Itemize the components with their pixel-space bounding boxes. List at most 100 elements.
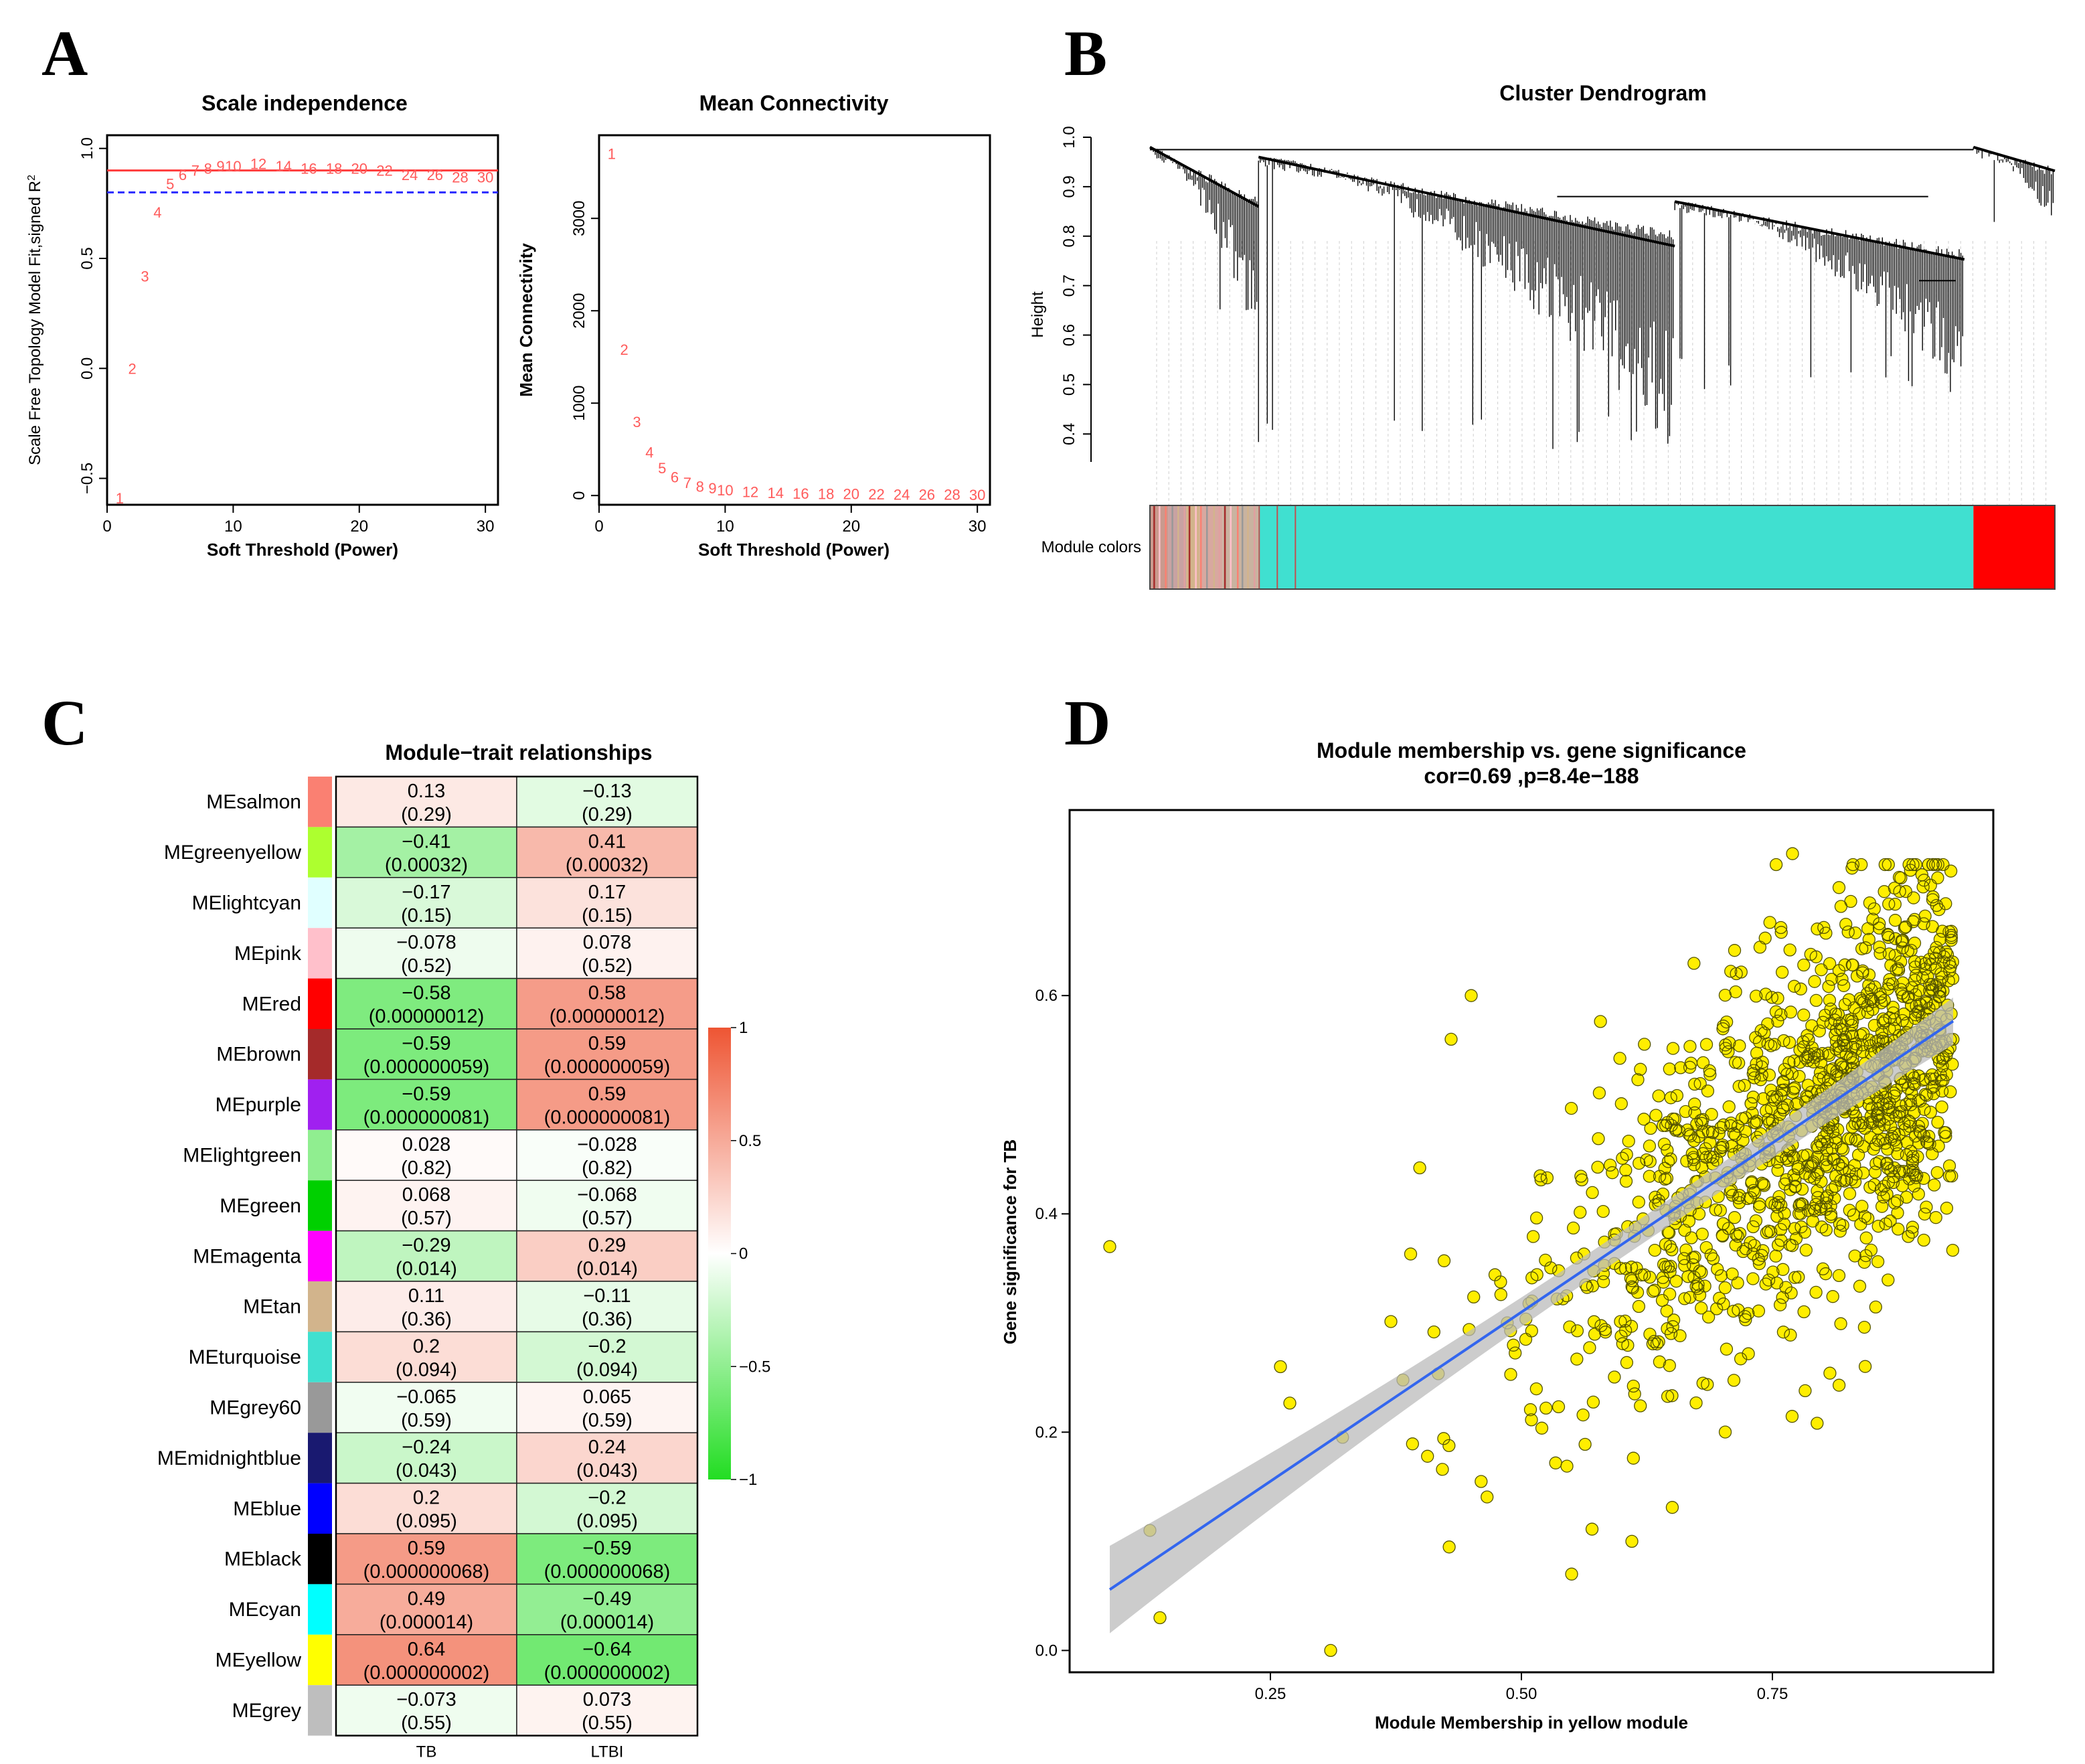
- ltbi-pvalue: (0.095): [576, 1511, 638, 1532]
- module-color-segment-2: [1186, 505, 1200, 589]
- heatmap-cell-ltbi: [516, 977, 698, 1030]
- y-tick-label: 0.5: [1060, 374, 1078, 396]
- dendrogram-leaves: [1151, 147, 1258, 311]
- ltbi-pvalue: (0.36): [582, 1309, 633, 1330]
- ltbi-correlation: 0.58: [588, 983, 626, 1004]
- heatmap-cell-ltbi: [516, 1482, 698, 1534]
- heatmap-cell-tb: [335, 927, 517, 979]
- tb-pvalue: (0.095): [396, 1511, 457, 1532]
- heatmap-row-meyellow: MEyellow 0.64(0.000000002)−0.64(0.0000000…: [216, 1634, 698, 1686]
- module-swatch: [308, 777, 332, 827]
- heatmap-cell-ltbi: [516, 776, 698, 828]
- module-color-stripe: [1177, 505, 1179, 589]
- power-point-label: 5: [166, 175, 174, 192]
- module-label: MEgreen: [220, 1195, 301, 1217]
- x-tick-label: 20: [350, 517, 368, 536]
- mm-gs-ylabel: Gene significance for TB: [1000, 1139, 1020, 1344]
- power-point-label: 10: [717, 482, 733, 499]
- module-color-bar-frame: [1149, 505, 2056, 590]
- heatmap-row-melightcyan: MElightcyan −0.17(0.15)0.17(0.15): [192, 877, 698, 929]
- mean-connectivity-ylabel: Mean Connectivity: [516, 243, 536, 397]
- heatmap-cell-tb: [335, 1482, 517, 1534]
- module-label: MEturquoise: [189, 1346, 301, 1368]
- ltbi-correlation: 0.065: [583, 1386, 632, 1408]
- heatmap-row-megreen: MEgreen 0.068(0.57)−0.068(0.57): [220, 1180, 698, 1232]
- ltbi-correlation: −0.49: [582, 1588, 631, 1609]
- tb-correlation: 0.49: [408, 1588, 445, 1609]
- module-label: MEsalmon: [206, 791, 301, 813]
- module-swatch: [308, 1534, 332, 1585]
- heatmap-cell-ltbi: [516, 1583, 698, 1635]
- module-color-segment-5: [1258, 505, 1974, 589]
- ltbi-pvalue: (0.000000068): [544, 1561, 671, 1583]
- power-point-label: 3: [633, 414, 641, 430]
- tb-correlation: −0.59: [402, 1033, 450, 1054]
- module-label: MEgrey60: [210, 1397, 301, 1419]
- tb-correlation: 0.11: [408, 1285, 444, 1307]
- module-label: MEpurple: [216, 1094, 301, 1116]
- tb-pvalue: (0.000014): [380, 1611, 473, 1633]
- module-label: MElightgreen: [183, 1145, 301, 1167]
- power-point-label: 7: [683, 475, 691, 491]
- tb-correlation: 0.59: [408, 1538, 445, 1559]
- module-color-segment-1: [1168, 505, 1187, 589]
- module-color-stripe: [1224, 505, 1226, 589]
- tb-correlation: −0.073: [396, 1689, 456, 1710]
- heatmap-cell-tb: [335, 826, 517, 878]
- mean-connectivity-chart: Mean Connectivity 0 10 20 30 0100020003000 …: [516, 91, 991, 560]
- power-point-label: 8: [696, 478, 704, 495]
- ltbi-pvalue: (0.29): [582, 804, 633, 825]
- tb-pvalue: (0.094): [396, 1359, 457, 1380]
- heatmap-row-mebrown: MEbrown −0.59(0.000000059)0.59(0.00000005…: [216, 1028, 698, 1080]
- module-trait-heatmap: Module−trait relationships MEsalmon 0.13 (…: [157, 740, 771, 1761]
- tb-pvalue: (0.59): [401, 1410, 452, 1431]
- tb-correlation: 0.2: [413, 1336, 440, 1357]
- tb-pvalue: (0.82): [401, 1157, 452, 1179]
- ylabel-text: Scale Free Topology Model Fit,signed R: [26, 181, 44, 465]
- module-color-stripe: [1165, 505, 1167, 589]
- tb-correlation: −0.58: [402, 983, 450, 1004]
- panel-label-c: C: [41, 687, 88, 758]
- x-tick-label: 10: [224, 517, 242, 536]
- ltbi-pvalue: (0.82): [582, 1157, 633, 1179]
- tb-correlation: 0.13: [408, 781, 445, 802]
- module-swatch: [308, 1230, 332, 1281]
- heatmap-title: Module−trait relationships: [385, 740, 652, 765]
- y-tick-label: 0.0: [78, 357, 96, 380]
- dendrogram-branch-3: [1973, 145, 2056, 222]
- power-point-label: 8: [204, 160, 212, 177]
- tb-correlation: 0.068: [402, 1184, 451, 1206]
- module-swatch: [308, 1281, 332, 1332]
- heatmap-cell-tb: [335, 1129, 517, 1181]
- ltbi-correlation: 0.17: [588, 882, 626, 903]
- power-point-label: 14: [767, 485, 783, 501]
- heatmap-cell-tb: [335, 1281, 517, 1333]
- heatmap-row-mered: MEred −0.58(0.00000012)0.58(0.00000012): [242, 977, 698, 1030]
- y-tick-label: 0.4: [1035, 1205, 1058, 1223]
- power-point-label: 22: [868, 486, 884, 503]
- ltbi-correlation: 0.59: [588, 1033, 626, 1054]
- ltbi-correlation: 0.59: [588, 1083, 626, 1105]
- power-point-label: 5: [658, 460, 666, 477]
- power-point-label: 26: [919, 487, 935, 503]
- dendrogram-branch-1: [1258, 155, 1675, 449]
- module-color-stripe: [1258, 505, 1260, 589]
- ltbi-pvalue: (0.59): [582, 1410, 633, 1431]
- dendrogram-spine: [1258, 155, 1675, 248]
- ltbi-pvalue: (0.52): [582, 955, 633, 977]
- y-tick-label: 1.0: [78, 137, 96, 159]
- module-label: MEcyan: [229, 1599, 301, 1621]
- module-color-stripe: [1188, 505, 1191, 589]
- heatmap-row-megrey60: MEgrey60 −0.065(0.59)0.065(0.59): [210, 1382, 698, 1433]
- module-color-stripe: [1171, 505, 1173, 589]
- ltbi-correlation: 0.29: [588, 1235, 626, 1257]
- module-color-stripe: [1218, 505, 1221, 589]
- tb-pvalue: (0.00032): [385, 854, 468, 876]
- power-point-label: 1: [116, 490, 124, 507]
- ltbi-pvalue: (0.55): [582, 1712, 633, 1734]
- module-label: MEgrey: [232, 1700, 301, 1722]
- ltbi-correlation: −0.11: [583, 1285, 631, 1307]
- module-swatch: [308, 1685, 332, 1736]
- heatmap-row-memagenta: MEmagenta −0.29(0.014)0.29(0.014): [193, 1230, 698, 1282]
- tb-correlation: −0.59: [402, 1083, 450, 1105]
